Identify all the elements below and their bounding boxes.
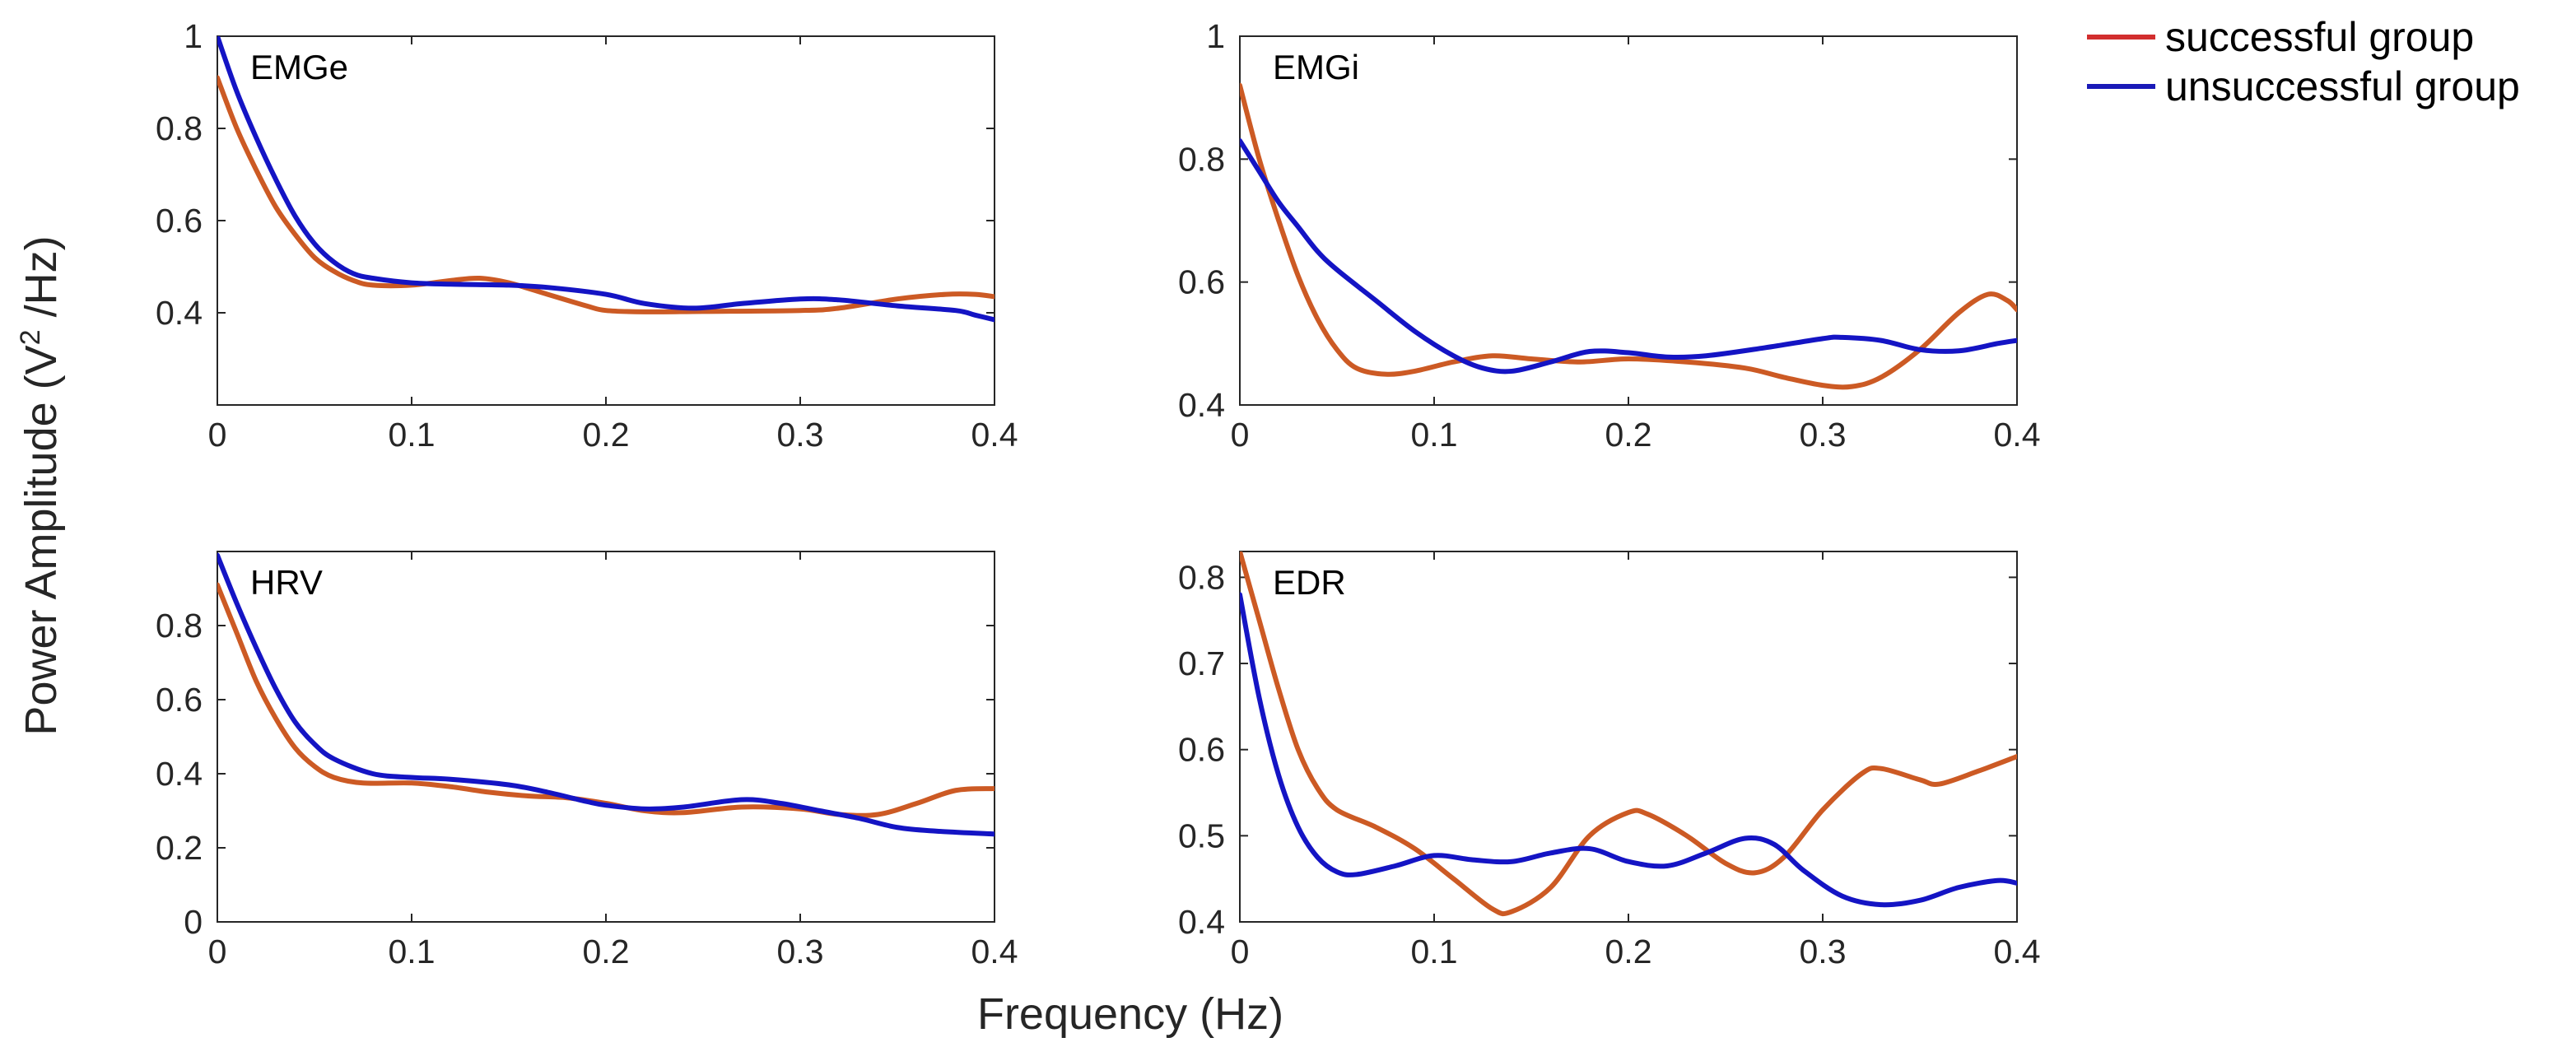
x-tick-label: 0.2 bbox=[1605, 416, 1652, 454]
x-tick-label: 0.2 bbox=[583, 416, 630, 454]
y-tick-label: 0.4 bbox=[156, 755, 203, 793]
y-tick-label: 0.8 bbox=[1178, 558, 1225, 596]
y-tick-label: 0.6 bbox=[156, 681, 203, 719]
legend: successful group unsuccessful group bbox=[2087, 14, 2520, 109]
x-tick-label: 0.1 bbox=[389, 933, 436, 970]
y-tick-label: 0.4 bbox=[1178, 903, 1225, 941]
x-tick-label: 0.1 bbox=[389, 416, 436, 454]
x-tick-label: 0.3 bbox=[777, 416, 824, 454]
x-tick-label: 0.4 bbox=[1994, 933, 2041, 970]
x-tick-label: 0.4 bbox=[971, 933, 1018, 970]
y-tick-label: 0.8 bbox=[156, 109, 203, 147]
series-line-unsuccessful-emgi bbox=[1240, 137, 2017, 375]
panel-hrv: 0 0.1 0.2 0.3 0.4 0 0.2 0.4 0.6 0.8 HRV bbox=[156, 551, 1018, 970]
legend-label-unsuccessful: unsuccessful group bbox=[2165, 63, 2520, 109]
x-tick-label: 0.3 bbox=[1800, 933, 1847, 970]
x-tick-label: 0.2 bbox=[583, 933, 630, 970]
series-line-successful-edr bbox=[1240, 551, 2017, 917]
y-axis-label-suffix: /Hz) bbox=[16, 235, 66, 329]
x-tick-label: 0.4 bbox=[971, 416, 1018, 454]
panel-title-hrv: HRV bbox=[250, 563, 323, 602]
y-tick-label: 0.8 bbox=[1178, 140, 1225, 178]
panel-emge: 0 0.1 0.2 0.3 0.4 0.4 0.6 0.8 1 EMGe bbox=[156, 17, 1018, 454]
series-line-unsuccessful-hrv bbox=[217, 552, 995, 837]
x-tick-label: 0.1 bbox=[1411, 416, 1458, 454]
y-tick-label: 1 bbox=[184, 17, 203, 55]
y-tick-label: 0.7 bbox=[1178, 644, 1225, 682]
series-line-successful-emge bbox=[217, 75, 995, 314]
x-tick-label: 0 bbox=[208, 933, 227, 970]
axes-box-edr bbox=[1239, 551, 2018, 923]
y-tick-label: 0.6 bbox=[156, 202, 203, 240]
y-tick-label: 0.4 bbox=[156, 294, 203, 332]
y-axis-label: Power Amplitude (V2 /Hz) bbox=[15, 235, 66, 735]
y-tick-label: 0.4 bbox=[1178, 386, 1225, 424]
panel-title-edr: EDR bbox=[1273, 563, 1346, 602]
axes-box-emgi bbox=[1239, 35, 2018, 406]
y-tick-label: 0.2 bbox=[156, 829, 203, 867]
x-tick-label: 0.2 bbox=[1605, 933, 1652, 970]
y-axis-label-superscript: 2 bbox=[15, 329, 46, 345]
y-tick-label: 1 bbox=[1206, 17, 1225, 55]
series-line-unsuccessful-emge bbox=[217, 36, 995, 323]
x-tick-label: 0.3 bbox=[777, 933, 824, 970]
x-tick-label: 0 bbox=[1231, 933, 1250, 970]
axes-box-emge bbox=[217, 35, 995, 406]
y-tick-label: 0.6 bbox=[1178, 263, 1225, 301]
y-tick-label: 0.6 bbox=[1178, 731, 1225, 769]
y-tick-label: 0.8 bbox=[156, 607, 203, 644]
panel-title-emge: EMGe bbox=[250, 48, 348, 86]
x-tick-label: 0.1 bbox=[1411, 933, 1458, 970]
axes-box-hrv bbox=[217, 551, 995, 923]
panel-title-emgi: EMGi bbox=[1273, 48, 1359, 86]
x-tick-label: 0 bbox=[208, 416, 227, 454]
x-tick-label: 0.3 bbox=[1800, 416, 1847, 454]
y-tick-label: 0.5 bbox=[1178, 817, 1225, 854]
y-tick-label: 0 bbox=[184, 903, 203, 941]
x-tick-label: 0.4 bbox=[1994, 416, 2041, 454]
series-line-unsuccessful-edr bbox=[1240, 592, 2017, 908]
panel-edr: 0 0.1 0.2 0.3 0.4 0.4 0.5 0.6 0.7 0.8 EDR bbox=[1178, 551, 2041, 970]
x-tick-label: 0 bbox=[1231, 416, 1250, 454]
panels: 0 0.1 0.2 0.3 0.4 0.4 0.6 0.8 1 EMGe 0 0.1 0.2 0.3 0.4… bbox=[156, 17, 2041, 970]
x-axis-label: Frequency (Hz) bbox=[977, 989, 1283, 1039]
y-axis-label-prefix: Power Amplitude (V bbox=[16, 345, 66, 735]
panel-emgi: 0 0.1 0.2 0.3 0.4 0.4 0.6 0.8 1 EMGi bbox=[1178, 17, 2041, 454]
legend-label-successful: successful group bbox=[2165, 14, 2474, 60]
